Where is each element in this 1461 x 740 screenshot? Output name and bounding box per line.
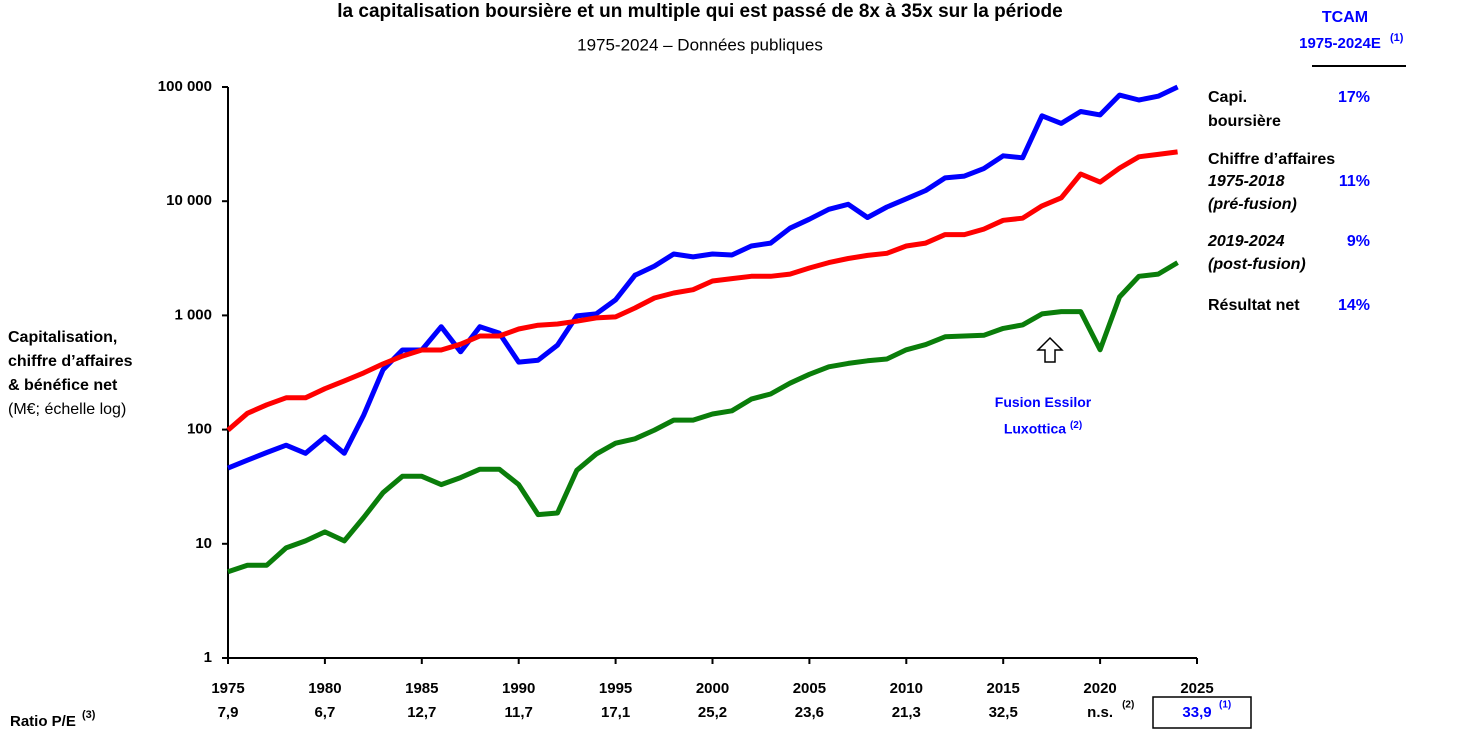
pe-value: 25,2 — [698, 704, 727, 721]
cagr-title: TCAM — [1322, 9, 1368, 26]
pe-value: 23,6 — [795, 704, 824, 721]
cagr-period: 1975-2018 — [1208, 173, 1285, 190]
cagr-note: (1) — [1390, 32, 1404, 44]
chart-title: la capitalisation boursière et un multip… — [337, 1, 1062, 22]
series-line — [227, 84, 1179, 471]
pe-box — [1152, 696, 1252, 729]
y-tick-label: 1 000 — [174, 306, 212, 323]
cagr-period-note: (pré-fusion) — [1208, 196, 1297, 213]
pe-title: Ratio P/E — [10, 713, 76, 730]
cagr-value: 17% — [1337, 89, 1370, 106]
x-tick-label: 1995 — [599, 680, 632, 697]
legend-entry: Chiffre d’affaires — [1208, 151, 1336, 168]
x-tick-label: 1990 — [502, 680, 535, 697]
y-tick-label: 10 — [195, 535, 212, 552]
cagr-value: 9% — [1346, 233, 1370, 250]
x-tick-label: 2020 — [1083, 680, 1116, 697]
pe-value: 21,3 — [892, 704, 921, 721]
series-line — [227, 260, 1179, 575]
pe-value: 33,9 — [1182, 704, 1211, 721]
merger-arrow — [1036, 336, 1064, 363]
cagr-value: 11% — [1338, 173, 1370, 190]
legend-entry: Capi. boursière — [1208, 89, 1281, 130]
pe-value: 12,7 — [407, 704, 436, 721]
y-tick-label: 100 000 — [158, 78, 212, 95]
x-tick-label: 2005 — [793, 680, 826, 697]
cagr-period-note: (post-fusion) — [1208, 256, 1306, 273]
cagr-period: 1975-2024E — [1299, 35, 1381, 52]
pe-value: 17,1 — [601, 704, 630, 721]
pe-title-note: (3) — [82, 709, 96, 721]
pe-value: 32,5 — [989, 704, 1018, 721]
y-tick-label: 100 — [187, 421, 212, 438]
x-tick-label: 1985 — [405, 680, 438, 697]
x-tick-label: 2025 — [1180, 680, 1213, 697]
y-tick-label: 10 000 — [166, 192, 212, 209]
pe-value: 11,7 — [505, 704, 533, 721]
annotation-note: (2) — [1069, 420, 1083, 431]
cagr-period: 2019-2024 — [1208, 233, 1285, 250]
annotation: Fusion Essilor Luxottica (2) — [973, 390, 1113, 441]
pe-value: n.s. — [1087, 704, 1113, 721]
y-tick-label: 1 — [204, 649, 212, 666]
pe-sub: 2024E — [1175, 738, 1218, 740]
chart-subtitle: 1975-2024 – Données publiques — [577, 35, 823, 54]
x-tick-label: 2015 — [987, 680, 1020, 697]
y-label-unit: (M€; échelle log) — [8, 401, 127, 418]
pe-value: 7,9 — [218, 704, 239, 721]
pe-note: (2) — [1122, 700, 1134, 711]
y-axis-title: Capitalisation, chiffre d’affaires & bén… — [8, 326, 143, 422]
pe-value: 6,7 — [314, 704, 335, 721]
cagr-value: 14% — [1337, 297, 1370, 314]
x-tick-label: 1980 — [308, 680, 341, 697]
pe-note: (1) — [1219, 700, 1231, 711]
y-label: Capitalisation, chiffre d’affaires & bén… — [8, 329, 133, 394]
x-tick-label: 2010 — [890, 680, 923, 697]
annotation-text: Fusion Essilor Luxottica — [994, 394, 1092, 437]
legend-entry: Résultat net — [1208, 297, 1300, 314]
x-tick-label: 2000 — [696, 680, 729, 697]
x-tick-label: 1975 — [211, 680, 244, 697]
series-line — [226, 149, 1178, 432]
